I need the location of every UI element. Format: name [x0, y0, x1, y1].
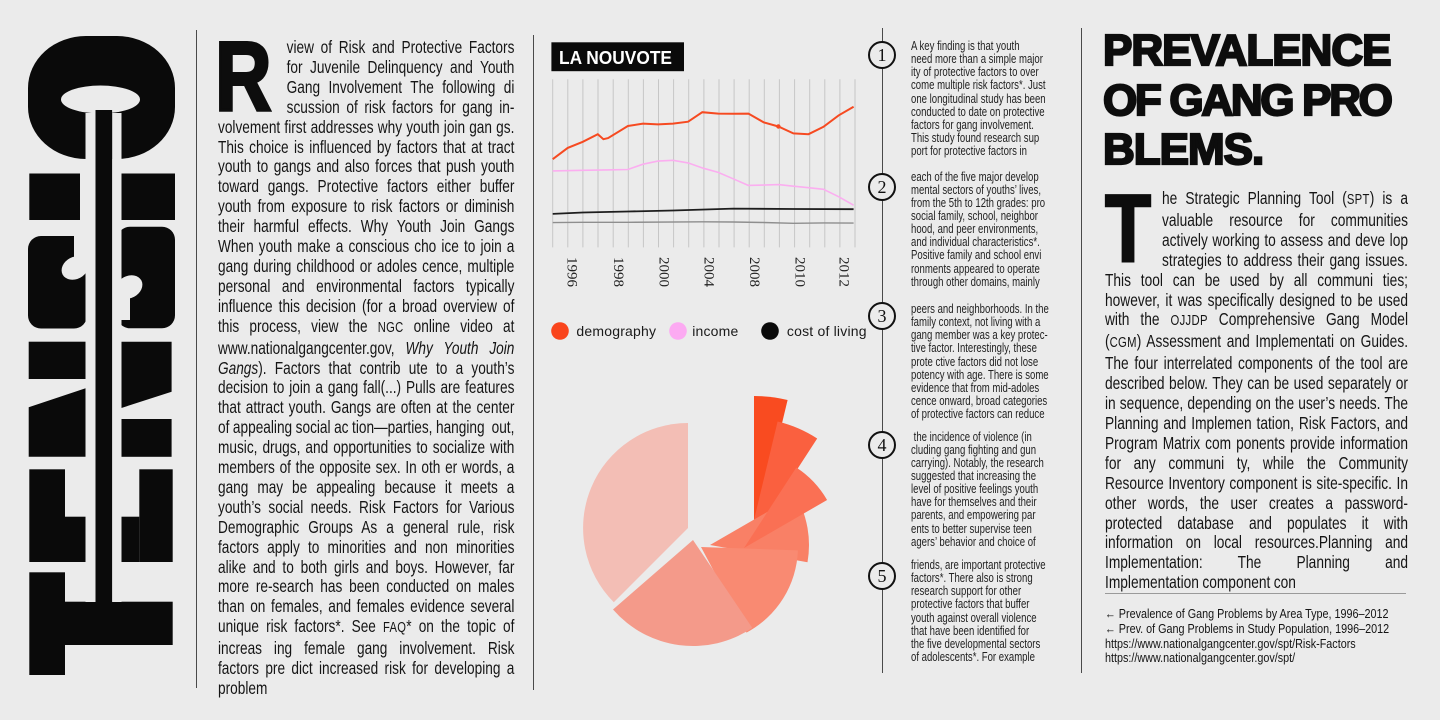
svg-text:income: income	[692, 323, 738, 339]
svg-text:2004: 2004	[701, 257, 717, 288]
svg-text:1996: 1996	[563, 257, 579, 288]
svg-text:1998: 1998	[610, 257, 626, 287]
svg-text:LA NOUVOTE: LA NOUVOTE	[559, 47, 672, 68]
svg-text:cost of living: cost of living	[787, 323, 867, 339]
svg-text:demography: demography	[576, 323, 656, 339]
svg-text:2000: 2000	[655, 257, 671, 287]
svg-text:2008: 2008	[746, 257, 762, 287]
svg-text:2010: 2010	[791, 257, 807, 287]
svg-text:2012: 2012	[836, 257, 852, 287]
